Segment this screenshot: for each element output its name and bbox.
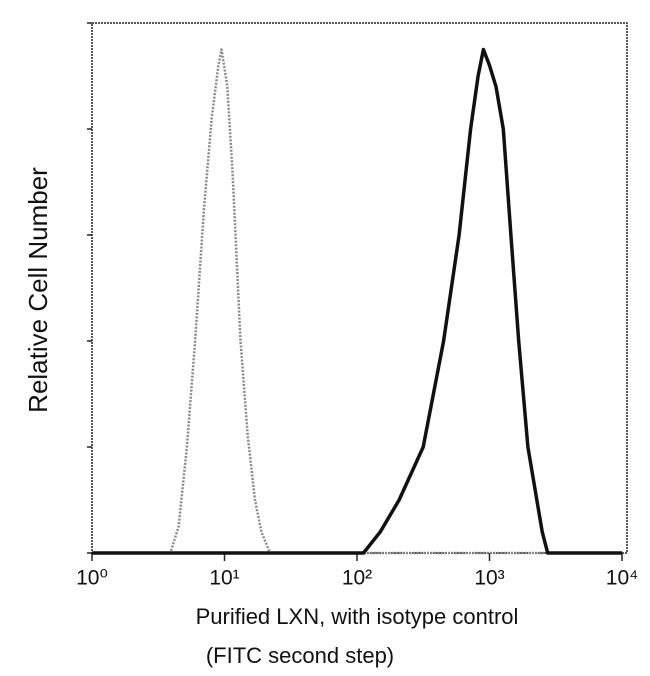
histogram-line: [92, 47, 622, 555]
histogram-line: [92, 48, 622, 555]
x-tick-label: 10¹: [209, 567, 239, 590]
x-axis-label: Purified LXN, with isotype control: [196, 604, 519, 629]
x-tick-label: 10⁴: [606, 567, 638, 590]
plot-frame: [91, 22, 628, 554]
x-tick-label: 10⁰: [76, 567, 108, 590]
x-axis-label: (FITC second step): [206, 643, 394, 668]
x-tick-label: 10³: [474, 567, 504, 590]
x-tick-label: 10²: [342, 567, 372, 590]
y-axis-label: Relative Cell Number: [23, 167, 53, 413]
